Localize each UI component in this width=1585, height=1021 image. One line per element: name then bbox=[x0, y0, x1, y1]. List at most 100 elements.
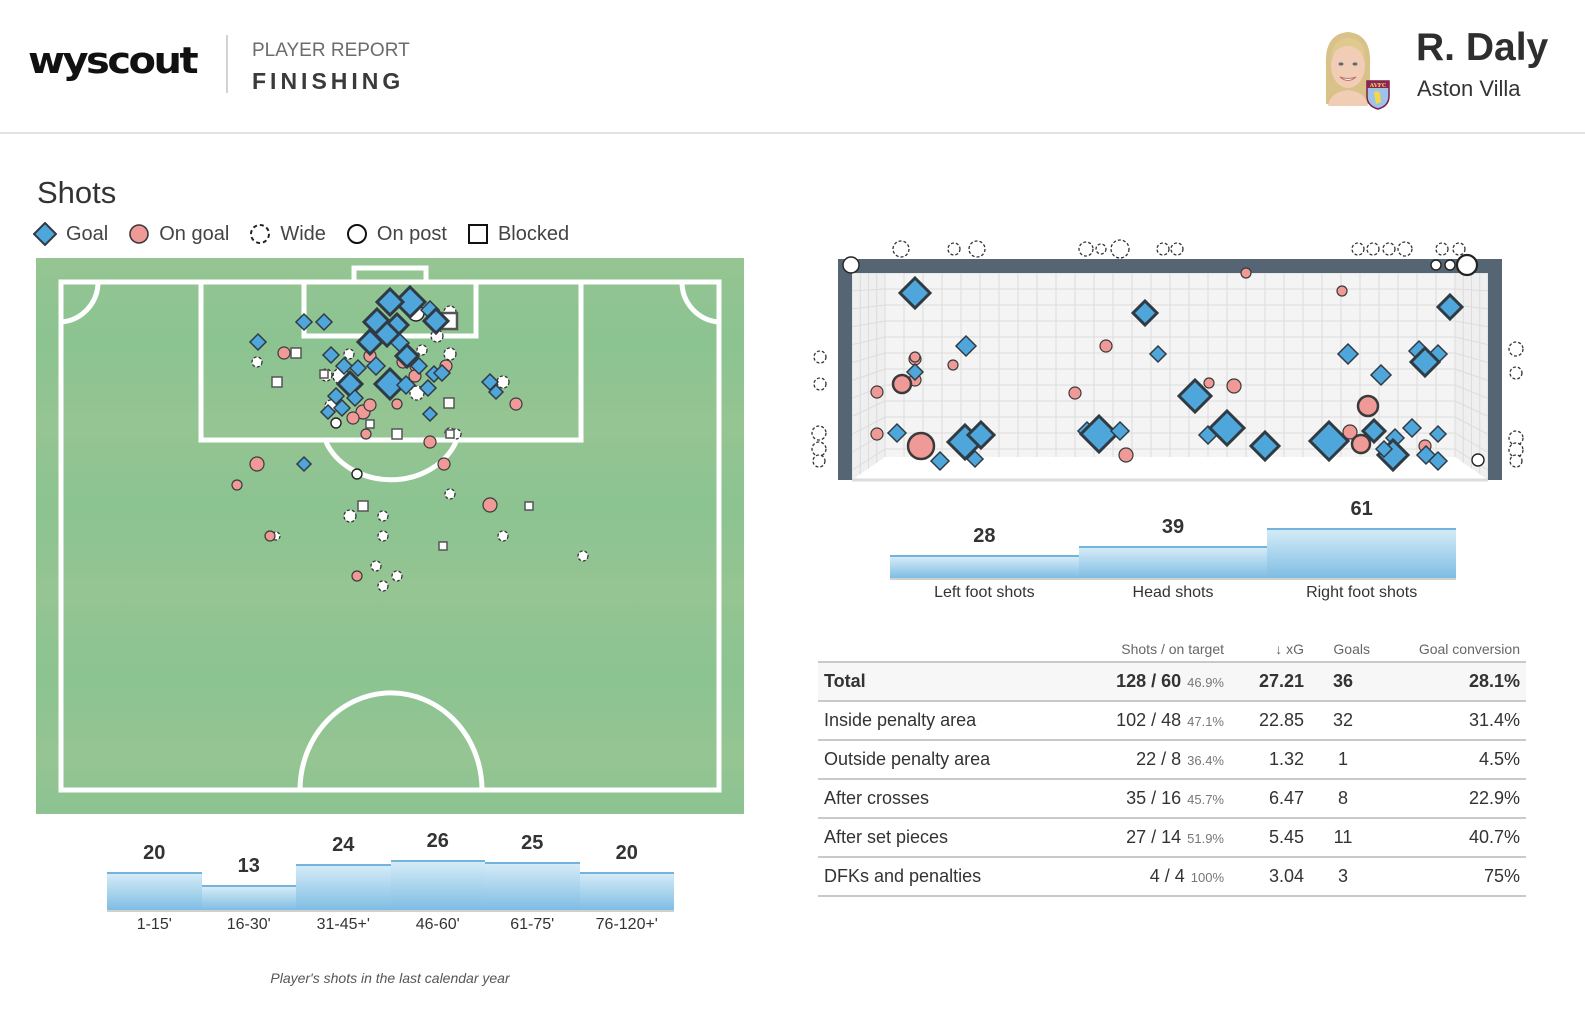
wide-shot-marker[interactable] bbox=[370, 560, 382, 572]
goal-shot-marker[interactable] bbox=[965, 449, 985, 469]
col-header-goals[interactable]: Goals bbox=[1333, 640, 1370, 657]
goal-shot-marker[interactable] bbox=[1176, 377, 1214, 415]
goal-shot-marker[interactable] bbox=[345, 388, 365, 408]
wide-shot-marker[interactable] bbox=[496, 375, 510, 389]
on-goal-shot-marker[interactable] bbox=[437, 457, 451, 471]
on-post-shot-marker[interactable] bbox=[1444, 259, 1456, 271]
goal-shot-marker[interactable] bbox=[1408, 345, 1442, 379]
goal-shot-marker[interactable] bbox=[348, 358, 368, 378]
wide-shot-marker[interactable] bbox=[251, 356, 263, 368]
goal-shot-marker[interactable] bbox=[421, 405, 439, 423]
wide-shot-marker[interactable] bbox=[497, 530, 509, 542]
on-post-shot-marker[interactable] bbox=[330, 417, 342, 429]
goal-shot-marker[interactable] bbox=[1248, 429, 1282, 463]
histogram-bar[interactable] bbox=[1078, 546, 1268, 578]
on-goal-shot-marker[interactable] bbox=[1068, 386, 1082, 400]
on-goal-shot-marker[interactable] bbox=[906, 431, 936, 461]
wide-shot-marker[interactable] bbox=[343, 348, 355, 360]
histogram-bar[interactable] bbox=[390, 860, 485, 910]
goal-shot-marker[interactable] bbox=[929, 450, 951, 472]
wide-shot-marker[interactable] bbox=[343, 509, 357, 523]
wide-shot-marker[interactable] bbox=[416, 344, 428, 356]
goal-shot-marker[interactable] bbox=[321, 345, 341, 365]
on-goal-shot-marker[interactable] bbox=[1203, 377, 1215, 389]
on-post-shot-marker[interactable] bbox=[1471, 453, 1485, 467]
blocked-shot-marker[interactable] bbox=[319, 369, 329, 379]
blocked-shot-marker[interactable] bbox=[391, 428, 403, 440]
goal-shot-marker[interactable] bbox=[1078, 413, 1120, 455]
wide-shot-marker[interactable] bbox=[391, 570, 403, 582]
histogram-bar[interactable] bbox=[579, 871, 674, 910]
blocked-shot-marker[interactable] bbox=[438, 541, 448, 551]
wide-shot-marker[interactable] bbox=[1095, 243, 1107, 255]
wide-shot-marker[interactable] bbox=[1170, 242, 1184, 256]
on-goal-shot-marker[interactable] bbox=[1226, 378, 1242, 394]
on-goal-shot-marker[interactable] bbox=[277, 346, 291, 360]
wide-shot-marker[interactable] bbox=[443, 347, 457, 361]
wide-shot-marker[interactable] bbox=[1156, 242, 1170, 256]
wide-shot-marker[interactable] bbox=[947, 242, 961, 256]
wide-shot-marker[interactable] bbox=[377, 510, 389, 522]
col-header-shots[interactable]: Shots / on target bbox=[1121, 640, 1224, 657]
goal-shot-marker[interactable] bbox=[372, 366, 408, 402]
histogram-bar[interactable] bbox=[890, 555, 1079, 578]
legend-goal[interactable]: Goal bbox=[33, 222, 108, 246]
wide-shot-marker[interactable] bbox=[892, 240, 910, 258]
goal-shot-marker[interactable] bbox=[395, 374, 417, 396]
on-goal-shot-marker[interactable] bbox=[482, 497, 498, 513]
wide-shot-marker[interactable] bbox=[1509, 454, 1523, 468]
goal-shot-marker[interactable] bbox=[1148, 344, 1168, 364]
goal-shot-marker[interactable] bbox=[1435, 292, 1465, 322]
goal-shot-marker[interactable] bbox=[1336, 342, 1360, 366]
wide-shot-marker[interactable] bbox=[1351, 242, 1365, 256]
on-goal-shot-marker[interactable] bbox=[1342, 424, 1358, 440]
wide-shot-marker[interactable] bbox=[1110, 239, 1130, 259]
wide-shot-marker[interactable] bbox=[968, 240, 986, 258]
on-goal-shot-marker[interactable] bbox=[1240, 267, 1252, 279]
goal-shot-marker[interactable] bbox=[487, 383, 505, 401]
goal-shot-marker[interactable] bbox=[365, 355, 387, 377]
wide-shot-marker[interactable] bbox=[813, 377, 827, 391]
on-goal-shot-marker[interactable] bbox=[870, 385, 884, 399]
wide-shot-marker[interactable] bbox=[1366, 242, 1380, 256]
on-goal-shot-marker[interactable] bbox=[363, 398, 377, 412]
wide-shot-marker[interactable] bbox=[577, 550, 589, 562]
wide-shot-marker[interactable] bbox=[1078, 241, 1094, 257]
on-post-shot-marker[interactable] bbox=[351, 468, 363, 480]
blocked-shot-marker[interactable] bbox=[445, 429, 455, 439]
goal-shot-marker[interactable] bbox=[294, 312, 314, 332]
histogram-bar[interactable] bbox=[296, 863, 391, 910]
goal-shot-marker[interactable] bbox=[334, 356, 354, 376]
on-goal-shot-marker[interactable] bbox=[509, 397, 523, 411]
on-post-shot-marker[interactable] bbox=[842, 256, 860, 274]
legend-blocked[interactable]: Blocked bbox=[467, 223, 569, 246]
goal-shot-marker[interactable] bbox=[1369, 363, 1393, 387]
on-goal-shot-marker[interactable] bbox=[909, 351, 921, 363]
histogram-bar[interactable] bbox=[1267, 528, 1456, 578]
on-goal-shot-marker[interactable] bbox=[1350, 433, 1372, 455]
on-post-shot-marker[interactable] bbox=[1455, 253, 1479, 277]
goal-shot-marker[interactable] bbox=[1207, 408, 1247, 448]
goal-shot-marker[interactable] bbox=[1401, 417, 1423, 439]
legend-on-goal[interactable]: On goal bbox=[128, 223, 229, 246]
goal-shot-marker[interactable] bbox=[248, 332, 268, 352]
wide-shot-marker[interactable] bbox=[1509, 366, 1523, 380]
goal-shot-marker[interactable] bbox=[314, 312, 334, 332]
histogram-bar[interactable] bbox=[485, 861, 580, 910]
goal-shot-marker[interactable] bbox=[1428, 424, 1448, 444]
histogram-bar[interactable] bbox=[201, 885, 296, 910]
goal-shot-marker[interactable] bbox=[421, 306, 451, 336]
goal-shot-marker[interactable] bbox=[1109, 420, 1131, 442]
goal-shot-marker[interactable] bbox=[886, 422, 908, 444]
col-header-xg[interactable]: ↓ xG bbox=[1275, 640, 1304, 657]
legend-on-post[interactable]: On post bbox=[346, 223, 447, 246]
blocked-shot-marker[interactable] bbox=[524, 501, 534, 511]
on-goal-shot-marker[interactable] bbox=[346, 411, 360, 425]
wide-shot-marker[interactable] bbox=[1452, 242, 1466, 256]
col-header-conversion[interactable]: Goal conversion bbox=[1418, 640, 1520, 657]
on-goal-shot-marker[interactable] bbox=[391, 398, 403, 410]
on-goal-shot-marker[interactable] bbox=[351, 570, 363, 582]
on-goal-shot-marker[interactable] bbox=[1356, 394, 1380, 418]
on-goal-shot-marker[interactable] bbox=[231, 479, 243, 491]
goal-shot-marker[interactable] bbox=[393, 342, 421, 370]
